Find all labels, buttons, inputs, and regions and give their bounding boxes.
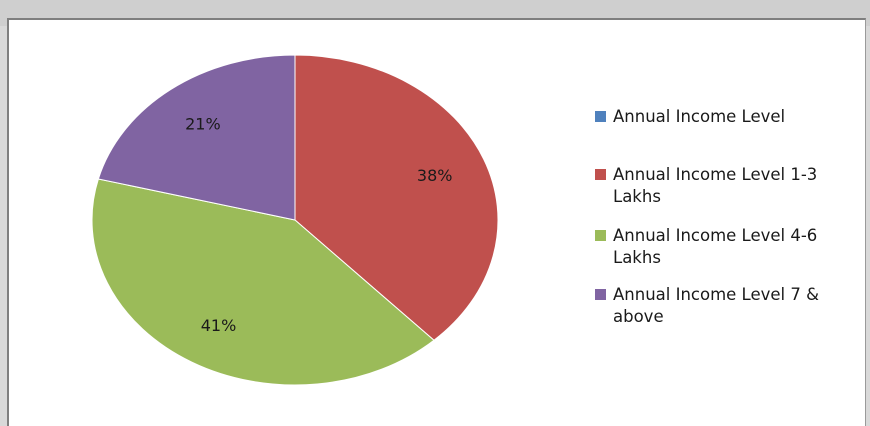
legend-label-2: Annual Income Level 1-3 Lakhs xyxy=(613,165,817,206)
legend-label-4: Annual Income Level 7 & above xyxy=(613,285,819,326)
data-label-2: 38% xyxy=(417,166,453,185)
legend-label-3: Annual Income Level 4-6 Lakhs xyxy=(613,226,817,267)
pie-slices xyxy=(91,54,499,386)
legend-swatch-4 xyxy=(595,289,606,300)
legend-swatch-1 xyxy=(595,111,606,122)
data-label-4: 21% xyxy=(185,115,221,134)
legend-swatch-3 xyxy=(595,230,606,241)
pie-slice-4 xyxy=(97,54,296,221)
pie-slice-3 xyxy=(91,178,435,386)
data-label-3: 41% xyxy=(201,316,237,335)
pie-slice-2 xyxy=(294,54,499,341)
legend: Annual Income Level Annual Income Level 1… xyxy=(595,107,819,326)
legend-swatch-2 xyxy=(595,169,606,180)
legend-label-1: Annual Income Level xyxy=(613,107,785,126)
pie-data-labels: 38% 41% 21% xyxy=(185,115,452,336)
